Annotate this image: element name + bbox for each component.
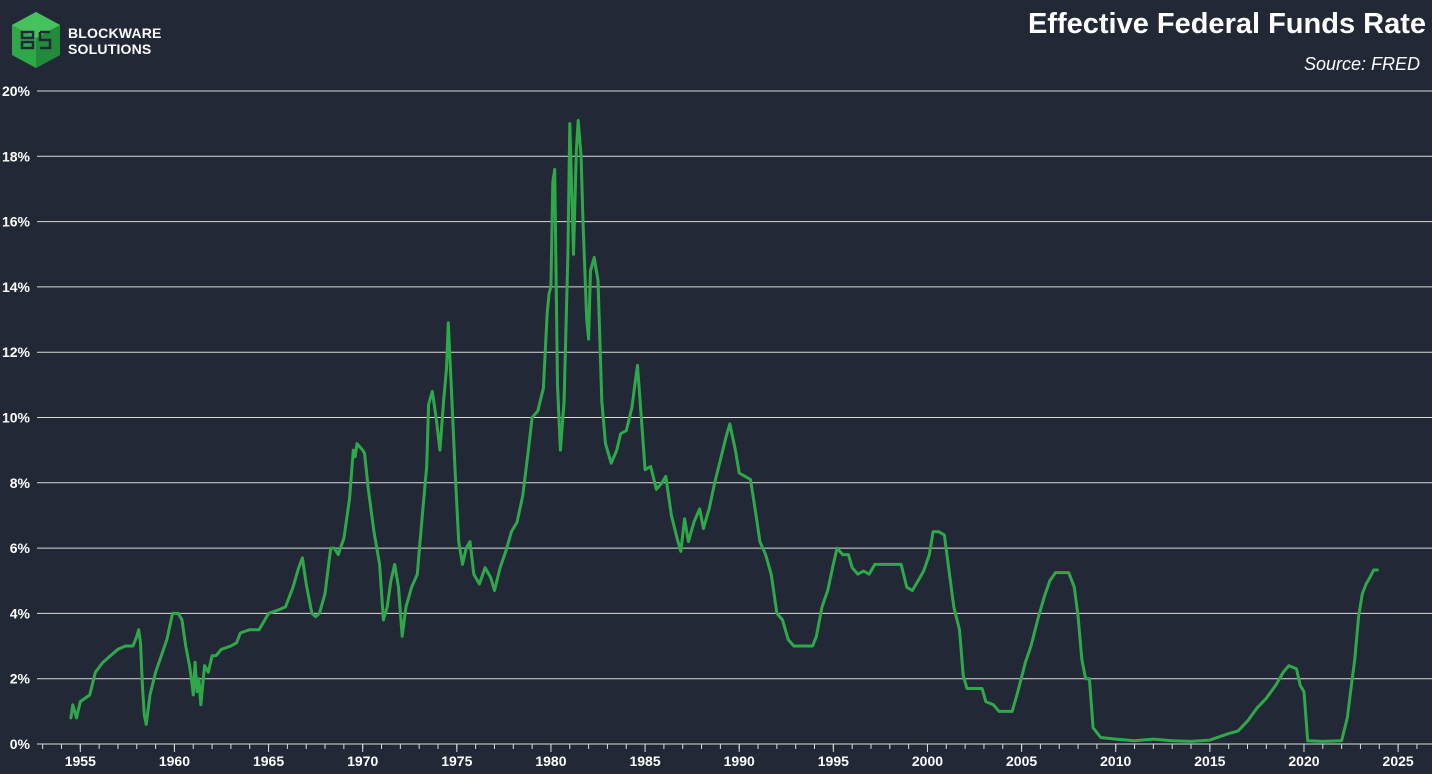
y-tick-label: 8% <box>10 475 31 491</box>
y-tick-label: 4% <box>10 605 31 621</box>
x-tick-label: 1985 <box>629 753 660 769</box>
chart-subtitle: Source: FRED <box>1303 54 1420 74</box>
brand-name: BLOCKWARE SOLUTIONS <box>68 25 162 57</box>
chart-title: Effective Federal Funds Rate <box>1027 8 1426 40</box>
x-tick-label: 1990 <box>724 753 755 769</box>
x-tick-label: 2010 <box>1100 753 1131 769</box>
x-tick-label: 1975 <box>441 753 472 769</box>
x-tick-label: 2000 <box>912 753 943 769</box>
x-tick-label: 1960 <box>159 753 190 769</box>
y-tick-label: 0% <box>10 736 31 752</box>
brand-line-1: BLOCKWARE <box>68 25 162 41</box>
brand-line-2: SOLUTIONS <box>68 41 152 57</box>
y-tick-label: 2% <box>10 671 31 687</box>
y-tick-label: 18% <box>2 148 31 164</box>
x-tick-label: 1995 <box>818 753 849 769</box>
x-tick-label: 1980 <box>535 753 566 769</box>
x-tick-label: 2005 <box>1006 753 1037 769</box>
x-axis: 1955 1960 1965 1970 1975 1980 1985 1990 1995 2000… <box>37 743 1432 769</box>
y-tick-label: 6% <box>10 540 31 556</box>
x-tick-label: 1970 <box>347 753 378 769</box>
x-tick-label: 1965 <box>253 753 284 769</box>
series-layer <box>69 118 1379 743</box>
x-tick-label: 2020 <box>1288 753 1319 769</box>
y-tick-label: 16% <box>2 214 31 230</box>
logo: BLOCKWARE SOLUTIONS <box>8 10 168 74</box>
y-tick-label: 12% <box>2 344 31 360</box>
x-tick-label: 1955 <box>65 753 96 769</box>
x-tick-label: 2015 <box>1194 753 1225 769</box>
fed-funds-rate-line <box>69 118 1379 743</box>
y-tick-label: 10% <box>2 410 31 426</box>
grid-lines <box>37 90 1432 745</box>
y-axis-labels: 0% 2% 4% 6% 8% 10% 12% 14% 16% 18% 20% <box>2 83 31 752</box>
x-tick-label: 2025 <box>1383 753 1414 769</box>
y-tick-label: 14% <box>2 279 31 295</box>
blockware-logo-icon <box>12 12 60 68</box>
y-tick-label: 20% <box>2 83 31 99</box>
